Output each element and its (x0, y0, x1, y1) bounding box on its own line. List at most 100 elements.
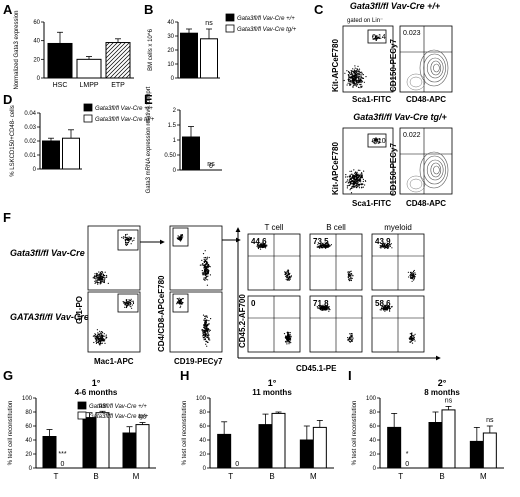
flow-event (382, 306, 384, 308)
flow-event (350, 273, 353, 275)
flow-event (351, 81, 353, 83)
flow-event (104, 338, 106, 340)
flow-event (289, 338, 291, 340)
flow-event (414, 276, 416, 278)
flow-event (207, 336, 209, 338)
flow-event (106, 336, 108, 339)
flow-event (122, 237, 124, 239)
flow-event (347, 74, 349, 76)
flow-event (127, 303, 130, 305)
flow-event (352, 274, 354, 277)
significance-label: ns (207, 161, 215, 168)
contour-line (409, 76, 423, 88)
flow-event (359, 80, 361, 82)
legend-label-tg: Gata3fl/fl Vav-Cre tg/+ (237, 27, 297, 33)
flow-event (354, 172, 356, 174)
y-tick-label: 0 (171, 76, 175, 82)
flow-event (199, 264, 201, 266)
flow-event (97, 334, 99, 336)
flow-event (288, 340, 290, 342)
flow-event (288, 334, 290, 336)
flow-event (352, 181, 354, 183)
flow-event (321, 244, 323, 247)
flow-event (389, 310, 391, 312)
x-tick-label: B (439, 472, 444, 481)
bar (258, 424, 273, 469)
y-tick-label: 60 (199, 424, 206, 430)
flow-event (95, 279, 97, 281)
y-tick-label: 0 (29, 466, 33, 472)
flow-event (357, 169, 359, 171)
y-tick-label: 0 (173, 168, 177, 174)
flow-event (285, 275, 287, 278)
flow-event (97, 283, 99, 285)
flow-event (206, 316, 208, 318)
flow-event (349, 189, 351, 191)
f-bottom-bcell-value: 71.8 (313, 299, 329, 308)
flow-event (127, 239, 129, 241)
contour-line (419, 49, 449, 87)
flow-event (361, 172, 363, 175)
flow-event (387, 244, 389, 246)
flow-event (358, 72, 360, 75)
bar (76, 58, 102, 79)
y-tick-label: 20 (199, 452, 206, 458)
flow-event (320, 306, 322, 308)
flow-event (102, 272, 104, 274)
flow-event (360, 76, 363, 78)
flow-event (205, 324, 207, 327)
flow-event (203, 325, 205, 327)
flow-event (384, 305, 386, 307)
flow-event (387, 307, 389, 309)
flow-event (358, 180, 360, 182)
y-tick-label: 100 (366, 396, 377, 402)
flow-event (94, 276, 96, 278)
flow-event (380, 245, 382, 247)
flow-event (99, 332, 101, 334)
flow-event (289, 332, 291, 334)
contour-line (406, 73, 426, 91)
flow-event (131, 300, 133, 302)
flow-event (204, 273, 206, 275)
flow-event (409, 274, 411, 276)
flow-event (100, 274, 102, 276)
flow-event (206, 330, 209, 332)
contour-line (409, 178, 423, 190)
chart-e: 0 0.50 1 1.5 2 Gata3 mRNA expression relative… (146, 86, 222, 193)
flow-event (347, 71, 350, 73)
chart-subtitle: 4-6 months (75, 388, 118, 397)
flow-event (410, 275, 412, 277)
flow-event (351, 334, 353, 336)
flow-event (95, 333, 97, 336)
c-top-sca-axis: Sca1-FITC (352, 95, 391, 104)
flow-event (357, 80, 359, 82)
flow-event (344, 72, 346, 74)
flow-event (359, 76, 361, 78)
f-cd451-axis: CD45.1-PE (296, 364, 337, 373)
f-bottom-tcell-value: 0 (251, 299, 256, 308)
flow-event (349, 341, 352, 343)
flow-event (106, 274, 108, 277)
y-tick-label: 80 (369, 410, 376, 416)
flow-event (289, 278, 291, 280)
flow-event (98, 278, 100, 280)
flow-event (361, 81, 364, 83)
flow-event (104, 271, 106, 273)
y-tick-label: 100 (22, 396, 33, 402)
flow-event (356, 180, 359, 182)
flow-event (204, 328, 206, 330)
flow-event (378, 142, 380, 144)
flow-event (355, 76, 357, 78)
y-tick-label: 20 (167, 48, 174, 54)
flow-event (346, 187, 348, 189)
flow-event (177, 238, 179, 240)
flow-event (375, 37, 377, 40)
flow-event (99, 334, 101, 336)
flow-event (347, 276, 349, 278)
flow-event (178, 236, 180, 238)
flow-event (124, 304, 126, 306)
flow-event (325, 307, 327, 309)
flow-event (349, 338, 351, 340)
flow-event (357, 76, 359, 78)
flow-event (355, 78, 357, 80)
